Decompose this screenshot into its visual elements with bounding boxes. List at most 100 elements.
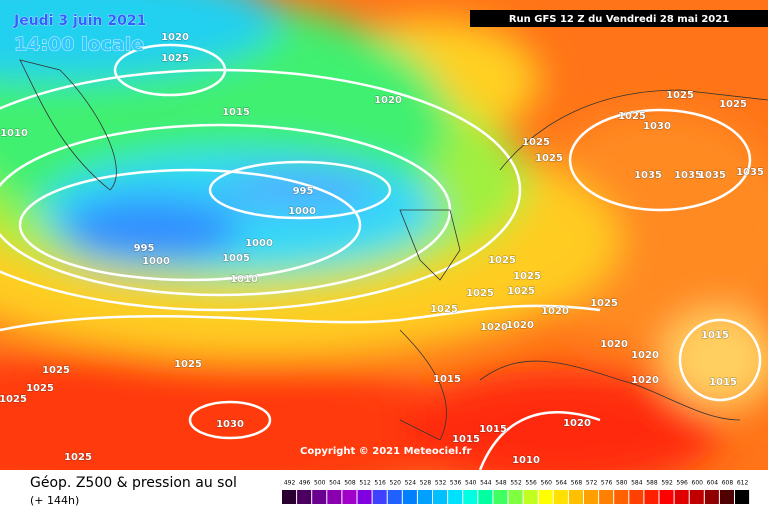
scale-swatch xyxy=(553,490,568,504)
scale-label: 584 xyxy=(631,480,643,487)
scale-swatch xyxy=(342,490,357,504)
scale-swatch xyxy=(387,490,402,504)
isobar-label: 1035 xyxy=(674,170,702,181)
scale-swatch xyxy=(312,490,327,504)
isobar-label: 1025 xyxy=(507,286,535,297)
scale-swatch xyxy=(327,490,342,504)
scale-label: 528 xyxy=(420,480,432,487)
isobar-label: 1025 xyxy=(719,99,747,110)
isobar-label: 1025 xyxy=(42,365,70,376)
isobar-label: 1010 xyxy=(512,455,540,466)
isobar-label: 1025 xyxy=(0,394,27,405)
scale-label: 540 xyxy=(465,480,477,487)
color-scale: 492 496 500 504 508 512 516 520 524 528 532 536 540 5… xyxy=(282,480,750,504)
isobar-label: 1025 xyxy=(522,137,550,148)
isobar-label: 1025 xyxy=(430,304,458,315)
isobar-label: 1020 xyxy=(600,339,628,350)
scale-label: 500 xyxy=(314,480,326,487)
scale-swatch xyxy=(508,490,523,504)
scale-label: 604 xyxy=(707,480,719,487)
scale-swatch xyxy=(735,490,750,504)
scale-swatch xyxy=(659,490,674,504)
isobar-label: 995 xyxy=(293,186,314,197)
copyright: Copyright © 2021 Meteociel.fr xyxy=(300,446,471,457)
scale-label: 560 xyxy=(541,480,553,487)
scale-label: 504 xyxy=(329,480,341,487)
scale-label: 580 xyxy=(616,480,628,487)
scale-label: 600 xyxy=(692,480,704,487)
scale-label: 608 xyxy=(722,480,734,487)
isobar-label: 1025 xyxy=(161,53,189,64)
isobar-label: 1010 xyxy=(0,128,28,139)
scale-label: 492 xyxy=(284,480,296,487)
isobar-labels: 1020 1025 1015 1010 1020 995 1000 995 1000 1000 10… xyxy=(0,32,764,467)
isobar-label: 1020 xyxy=(506,320,534,331)
scale-swatch xyxy=(538,490,553,504)
scale-label: 564 xyxy=(556,480,568,487)
scale-label: 552 xyxy=(510,480,522,487)
isobar-label: 1020 xyxy=(374,95,402,106)
scale-swatch xyxy=(719,490,734,504)
scale-label: 536 xyxy=(450,480,462,487)
scale-label: 520 xyxy=(390,480,402,487)
isobar-label: 1030 xyxy=(216,419,244,430)
scale-label: 496 xyxy=(299,480,311,487)
scale-label: 592 xyxy=(661,480,673,487)
scale-swatch xyxy=(493,490,508,504)
isobar-label: 1020 xyxy=(541,306,569,317)
scale-label: 524 xyxy=(405,480,417,487)
lead-time: (+ 144h) xyxy=(30,494,79,507)
scale-swatch xyxy=(523,490,538,504)
run-banner xyxy=(470,10,768,27)
scale-swatch xyxy=(357,490,372,504)
forecast-time: 14:00 locale xyxy=(14,34,144,56)
scale-label: 588 xyxy=(646,480,658,487)
isobar-label: 1025 xyxy=(64,452,92,463)
isobar-label: 1020 xyxy=(631,350,659,361)
isobar-label: 1020 xyxy=(563,418,591,429)
scale-swatch xyxy=(478,490,493,504)
scale-swatch xyxy=(463,490,478,504)
scale-swatch xyxy=(417,490,432,504)
scale-label: 532 xyxy=(435,480,447,487)
scale-label: 516 xyxy=(374,480,386,487)
scale-label: 612 xyxy=(737,480,749,487)
scale-swatch xyxy=(629,490,644,504)
scale-swatch xyxy=(644,490,659,504)
scale-label: 556 xyxy=(525,480,537,487)
isobar-label: 1015 xyxy=(709,377,737,388)
scale-label: 548 xyxy=(495,480,507,487)
isobar-label: 1025 xyxy=(535,153,563,164)
isobar-label: 1000 xyxy=(245,238,273,249)
isobar-label: 1015 xyxy=(433,374,461,385)
scale-swatch xyxy=(448,490,463,504)
scale-swatch xyxy=(614,490,629,504)
isobar-label: 1015 xyxy=(452,434,480,445)
isobar-label: 1015 xyxy=(222,107,250,118)
scale-label: 568 xyxy=(571,480,583,487)
scale-swatch xyxy=(402,490,417,504)
scale-swatch xyxy=(297,490,312,504)
forecast-date: Jeudi 3 juin 2021 xyxy=(13,13,146,29)
isobar-label: 1005 xyxy=(222,253,250,264)
isobar-label: 1000 xyxy=(142,256,170,267)
scale-label: 512 xyxy=(359,480,371,487)
scale-swatch xyxy=(282,490,297,504)
isobar-label: 1025 xyxy=(618,111,646,122)
scale-label: 572 xyxy=(586,480,598,487)
isobar-label: 1025 xyxy=(466,288,494,299)
isobar-label: 1000 xyxy=(288,206,316,217)
isobar-label: 1025 xyxy=(590,298,618,309)
isobar-label: 995 xyxy=(134,243,155,254)
scale-swatch xyxy=(599,490,614,504)
scale-swatch xyxy=(568,490,583,504)
scale-swatch xyxy=(674,490,689,504)
scale-swatch xyxy=(689,490,704,504)
isobar-label: 1030 xyxy=(643,121,671,132)
isobar-label: 1025 xyxy=(513,271,541,282)
isobar-label: 1010 xyxy=(230,274,258,285)
isobar-label: 1025 xyxy=(488,255,516,266)
scale-swatch xyxy=(372,490,387,504)
